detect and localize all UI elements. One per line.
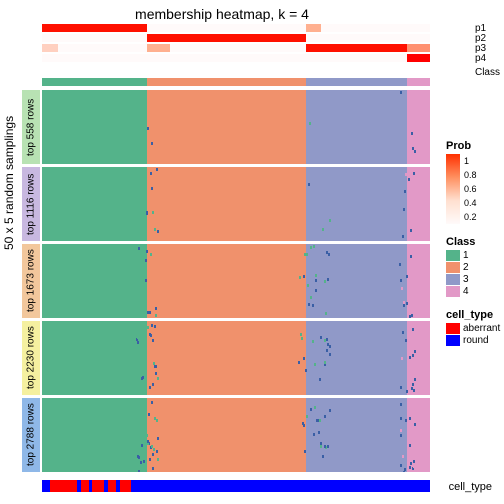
p3-bar xyxy=(42,44,430,52)
class-strip xyxy=(42,78,430,86)
heatmap-row xyxy=(42,398,430,472)
p4-bar xyxy=(42,54,430,62)
p2-bar xyxy=(42,34,430,42)
heatmap-row xyxy=(42,167,430,241)
heatmap-row xyxy=(42,244,430,318)
p-row-labels: p1 p2 p3 p4 Class xyxy=(475,24,500,78)
prob-colorbar xyxy=(446,154,460,224)
figure: membership heatmap, k = 4 50 x 5 random … xyxy=(0,0,504,504)
plot-title: membership heatmap, k = 4 xyxy=(0,6,444,22)
p4-label: p4 xyxy=(475,54,500,64)
row-group-labels: top 558 rows top 1116 rows top 1673 rows to… xyxy=(22,90,40,475)
row-label: top 1673 rows xyxy=(22,244,40,318)
celltype-strip-label: cell_type xyxy=(449,481,492,493)
class-strip-label: Class xyxy=(475,68,500,78)
row-label: top 1116 rows xyxy=(22,167,40,241)
row-label: top 2230 rows xyxy=(22,321,40,395)
row-label: top 2788 rows xyxy=(22,398,40,472)
prob-ticks: 1 0.8 0.6 0.4 0.2 xyxy=(464,154,477,224)
legend: Prob 1 0.8 0.6 0.4 0.2 Class 1234 cell_t… xyxy=(446,140,502,347)
heatmap-row xyxy=(42,90,430,164)
class-legend: Class 1234 xyxy=(446,236,502,297)
row-label: top 558 rows xyxy=(22,90,40,164)
p1-bar xyxy=(42,24,430,32)
celltype-legend: cell_type aberrantround xyxy=(446,309,502,346)
membership-bars xyxy=(42,24,430,64)
heatmap-row xyxy=(42,321,430,395)
y-axis-label: 50 x 5 random samplings xyxy=(2,116,16,250)
celltype-strip xyxy=(42,480,430,492)
prob-legend-title: Prob xyxy=(446,140,502,152)
heatmap xyxy=(42,90,430,475)
